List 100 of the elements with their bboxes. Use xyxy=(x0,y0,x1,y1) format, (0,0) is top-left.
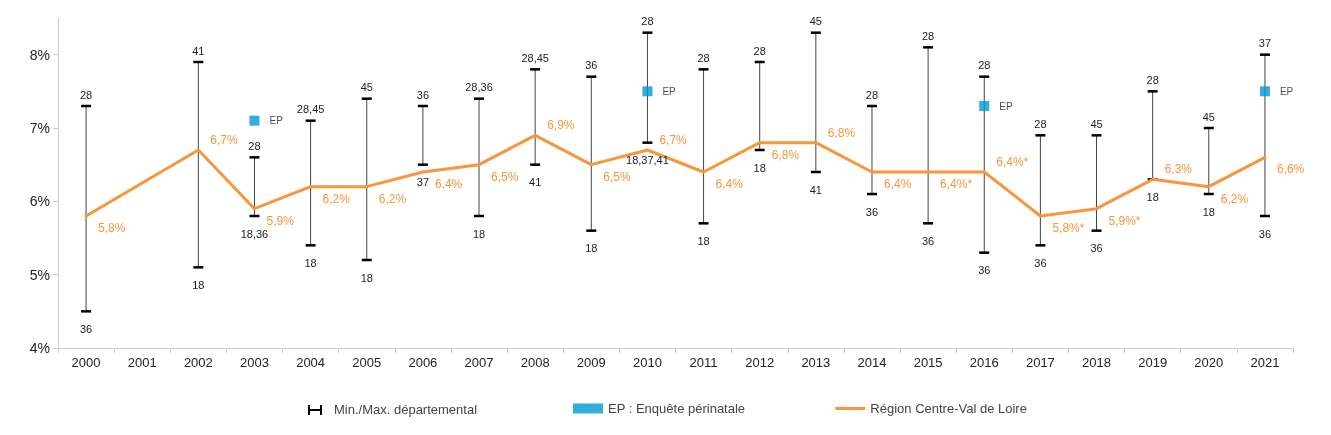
annotation: 41 xyxy=(192,44,205,57)
x-tick-label: 2006 xyxy=(408,355,438,370)
annotation: 45 xyxy=(360,81,373,94)
annotation: 36 xyxy=(921,234,935,247)
annotation: 36 xyxy=(585,59,598,72)
data-label: 5,9% xyxy=(266,213,295,228)
data-label: EP xyxy=(662,85,677,97)
annotation: 45 xyxy=(1090,117,1103,130)
x-tick-label: 2005 xyxy=(352,355,382,370)
data-label: 5,8%* xyxy=(1052,221,1085,235)
y-tick-label: 8% xyxy=(29,46,50,63)
annotation: 28 xyxy=(921,29,935,42)
x-tick-label: 2016 xyxy=(969,355,999,370)
data-label: 6,8% xyxy=(827,125,856,140)
annotation: 18 xyxy=(1146,190,1159,203)
data-label: 6,9% xyxy=(547,118,575,133)
data-label: EP xyxy=(1279,85,1294,97)
data-label: 6,2% xyxy=(378,191,407,206)
point xyxy=(1259,86,1270,97)
data-label: 6,3% xyxy=(1164,162,1193,177)
data-label: 6,2% xyxy=(1220,191,1249,206)
data-label: 6,8% xyxy=(771,147,800,162)
point xyxy=(642,86,653,97)
x-tick-label: 2010 xyxy=(632,355,662,370)
annotation: 18,36 xyxy=(240,227,269,240)
data-label: 6,2% xyxy=(322,191,351,206)
annotation: 28 xyxy=(1146,73,1159,86)
text: Min./Max. départemental xyxy=(334,402,478,417)
data-label: 6,5% xyxy=(603,169,631,184)
annotation: 41 xyxy=(809,183,822,196)
data-label: 6,6% xyxy=(1276,162,1305,177)
annotation: 36 xyxy=(1034,256,1047,269)
annotation: 28 xyxy=(697,51,710,64)
annotation: 18 xyxy=(192,278,205,291)
x-tick-label: 2012 xyxy=(745,355,775,370)
data-label: 6,5% xyxy=(491,169,519,184)
x-tick-label: 2018 xyxy=(1082,355,1111,370)
annotation: 18 xyxy=(1202,205,1215,218)
data-label: EP xyxy=(999,100,1013,112)
annotation: 36 xyxy=(1090,242,1103,255)
annotation: 28 xyxy=(248,139,261,152)
annotation: 18 xyxy=(697,234,710,247)
data-label: 5,8% xyxy=(98,221,126,235)
annotation: 18,37,41 xyxy=(626,154,669,167)
x-tick-label: 2007 xyxy=(464,355,494,370)
x-tick-label: 2000 xyxy=(71,355,101,370)
annotation: 28,36 xyxy=(465,81,493,94)
annotation: 18 xyxy=(304,256,317,269)
point xyxy=(979,101,990,111)
x-tick-label: 2020 xyxy=(1194,355,1224,370)
legend-label: Région Centre-Val de Loire xyxy=(870,401,1027,416)
annotation: 36 xyxy=(416,88,430,101)
annotation: 28 xyxy=(753,44,766,57)
annotation: 45 xyxy=(1202,110,1215,123)
annotation: 18 xyxy=(472,227,486,240)
x-tick-label: 2011 xyxy=(689,355,718,370)
y-tick-label: 6% xyxy=(29,193,50,210)
data-label: 6,4%* xyxy=(940,177,973,191)
x-tick-label: 2003 xyxy=(240,355,269,370)
annotation: 18 xyxy=(585,242,598,255)
annotation: 28 xyxy=(978,59,991,72)
annotation: 28 xyxy=(641,15,654,28)
x-tick-label: 2002 xyxy=(183,355,213,370)
data-label: 6,4% xyxy=(715,177,744,191)
annotation: 18 xyxy=(753,161,766,174)
annotation: 45 xyxy=(809,15,822,28)
x-tick-label: 2008 xyxy=(520,355,550,370)
x-tick-label: 2019 xyxy=(1138,355,1168,370)
y-tick-label: 4% xyxy=(29,340,50,356)
x-tick-label: 2001 xyxy=(127,355,157,370)
data-label: 6,4% xyxy=(434,177,463,191)
data-label: 6,7% xyxy=(210,133,239,147)
annotation: 36 xyxy=(1258,227,1272,240)
annotation: 36 xyxy=(865,205,879,218)
x-tick-label: 2014 xyxy=(857,355,887,370)
x-tick-label: 2009 xyxy=(576,355,606,370)
data-label: EP xyxy=(269,115,284,127)
data-label: 6,7% xyxy=(659,133,688,147)
annotation: 36 xyxy=(978,264,991,277)
annotation: 28,45 xyxy=(521,51,549,64)
annotation: 28 xyxy=(1034,117,1047,130)
data-label: 5,9%* xyxy=(1108,213,1141,228)
annotation: 41 xyxy=(529,176,542,189)
annotation: 37 xyxy=(1258,37,1272,50)
x-tick-label: 2004 xyxy=(296,355,326,370)
annotation: 18 xyxy=(360,271,373,284)
x-tick-label: 2021 xyxy=(1250,355,1280,370)
y-tick-label: 5% xyxy=(29,266,50,283)
x-tick-label: 2013 xyxy=(801,355,831,370)
legend-label: EP : Enquête périnatale xyxy=(608,401,746,416)
y-tick-label: 7% xyxy=(29,120,50,136)
annotation: 28 xyxy=(865,88,879,101)
annotation: 36 xyxy=(79,322,93,335)
data-label: 6,4%* xyxy=(996,155,1029,169)
x-tick-label: 2015 xyxy=(913,355,943,370)
x-tick-label: 2017 xyxy=(1025,355,1055,370)
point xyxy=(249,115,260,126)
annotation: 28 xyxy=(79,88,93,101)
annotation: 37 xyxy=(416,176,430,189)
data-label: 6,4% xyxy=(883,177,912,191)
